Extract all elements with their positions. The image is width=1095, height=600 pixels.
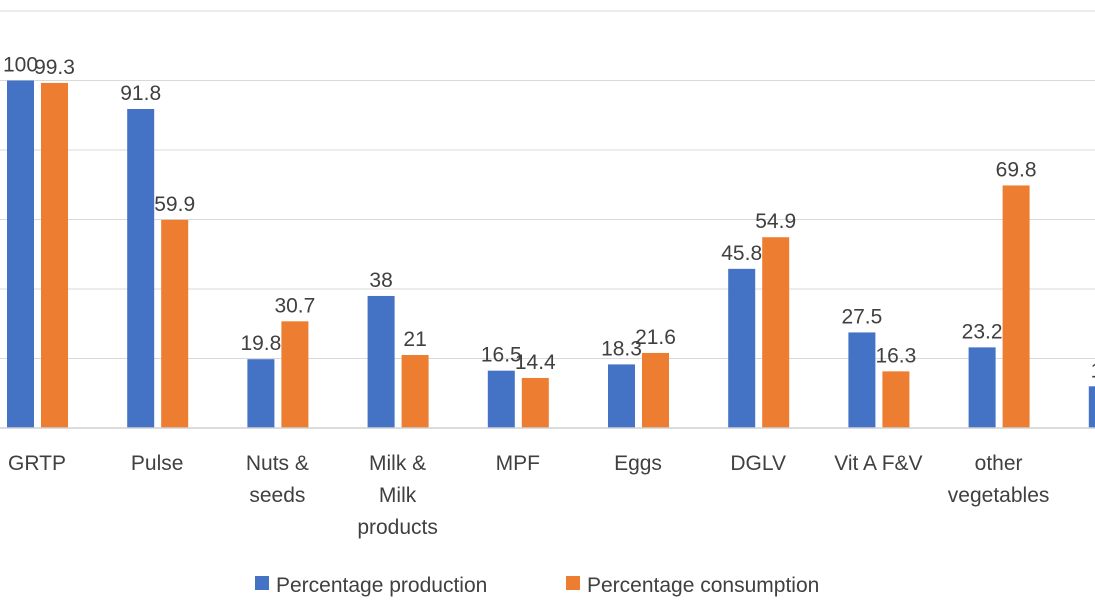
data-label: 14.4 bbox=[515, 351, 556, 374]
category-label: DGLV bbox=[730, 452, 786, 475]
data-label: 54.9 bbox=[755, 210, 796, 233]
bar-consumption-8 bbox=[1002, 185, 1030, 428]
bar-production-9 bbox=[1088, 386, 1095, 428]
data-label: 16.3 bbox=[875, 344, 916, 367]
bar-consumption-1 bbox=[161, 219, 189, 428]
category-label-line: MPF bbox=[496, 452, 540, 475]
bar-production-7 bbox=[848, 332, 876, 428]
category-label-line: other bbox=[975, 452, 1023, 475]
value-labels: 100 91.8 19.8 38 16.5 18.3 45.8 27.5 23.2 12 99.3 5… bbox=[3, 54, 1095, 383]
bar-consumption-5 bbox=[642, 352, 669, 428]
data-label: 18.3 bbox=[601, 337, 642, 360]
data-label: 100 bbox=[3, 54, 38, 77]
bar-consumption-2 bbox=[281, 321, 309, 428]
data-label: 69.8 bbox=[996, 158, 1037, 181]
category-label: GRTP bbox=[8, 452, 66, 475]
category-label-line: products bbox=[357, 516, 438, 539]
legend-label-production: Percentage production bbox=[276, 574, 487, 597]
data-label: 21.6 bbox=[635, 326, 676, 349]
bar-production-4 bbox=[487, 370, 515, 428]
category-labels: GRTP Pulse Nuts & seeds Milk & Milk products MP… bbox=[8, 452, 1050, 539]
bar-consumption-3 bbox=[401, 355, 429, 428]
category-label-line: GRTP bbox=[8, 452, 66, 475]
data-label: 27.5 bbox=[841, 305, 882, 328]
category-label: MPF bbox=[496, 452, 540, 475]
data-label: 38 bbox=[369, 269, 392, 292]
bar-consumption-0 bbox=[41, 82, 68, 429]
legend: Percentage production Percentage consump… bbox=[255, 574, 819, 597]
bar-production-3 bbox=[367, 295, 395, 428]
legend-swatch-production bbox=[255, 576, 269, 590]
bar-consumption-7 bbox=[882, 371, 910, 428]
data-label: 99.3 bbox=[34, 56, 75, 79]
category-label-line: Pulse bbox=[131, 452, 184, 475]
category-label-line: Eggs bbox=[614, 452, 662, 475]
bar-consumption-4 bbox=[521, 377, 549, 428]
category-label: Pulse bbox=[131, 452, 184, 475]
data-label: 91.8 bbox=[120, 82, 161, 105]
data-label: 23.2 bbox=[962, 320, 1003, 343]
data-label: 12 bbox=[1091, 359, 1095, 382]
bar-consumption-6 bbox=[762, 237, 790, 428]
category-label-line: DGLV bbox=[730, 452, 786, 475]
data-label: 45.8 bbox=[721, 242, 762, 265]
category-label-line: Vit A F&V bbox=[834, 452, 922, 475]
category-label: Nuts & seeds bbox=[246, 452, 309, 507]
data-label: 16.5 bbox=[481, 344, 522, 367]
bar-production-2 bbox=[247, 359, 275, 428]
data-label: 30.7 bbox=[274, 294, 315, 317]
bar-production-6 bbox=[728, 268, 756, 428]
bars bbox=[7, 80, 1095, 429]
category-label-line: Nuts & bbox=[246, 452, 309, 475]
category-label: other vegetables bbox=[948, 452, 1050, 507]
legend-label-consumption: Percentage consumption bbox=[587, 574, 819, 597]
category-label: Milk & Milk products bbox=[357, 452, 438, 539]
category-label: Eggs bbox=[614, 452, 662, 475]
category-label-line: Milk & bbox=[369, 452, 426, 475]
category-label-line: Milk bbox=[379, 484, 417, 507]
category-label: Vit A F&V bbox=[834, 452, 922, 475]
bar-production-0 bbox=[7, 80, 34, 428]
bar-production-8 bbox=[968, 347, 996, 428]
legend-swatch-consumption bbox=[566, 576, 580, 590]
data-label: 59.9 bbox=[154, 193, 195, 216]
category-label-line: seeds bbox=[249, 484, 305, 507]
category-label-line: vegetables bbox=[948, 484, 1050, 507]
bar-production-5 bbox=[608, 364, 635, 428]
data-label: 19.8 bbox=[240, 332, 281, 355]
data-label: 21 bbox=[403, 328, 426, 351]
bar-production-1 bbox=[127, 108, 155, 429]
